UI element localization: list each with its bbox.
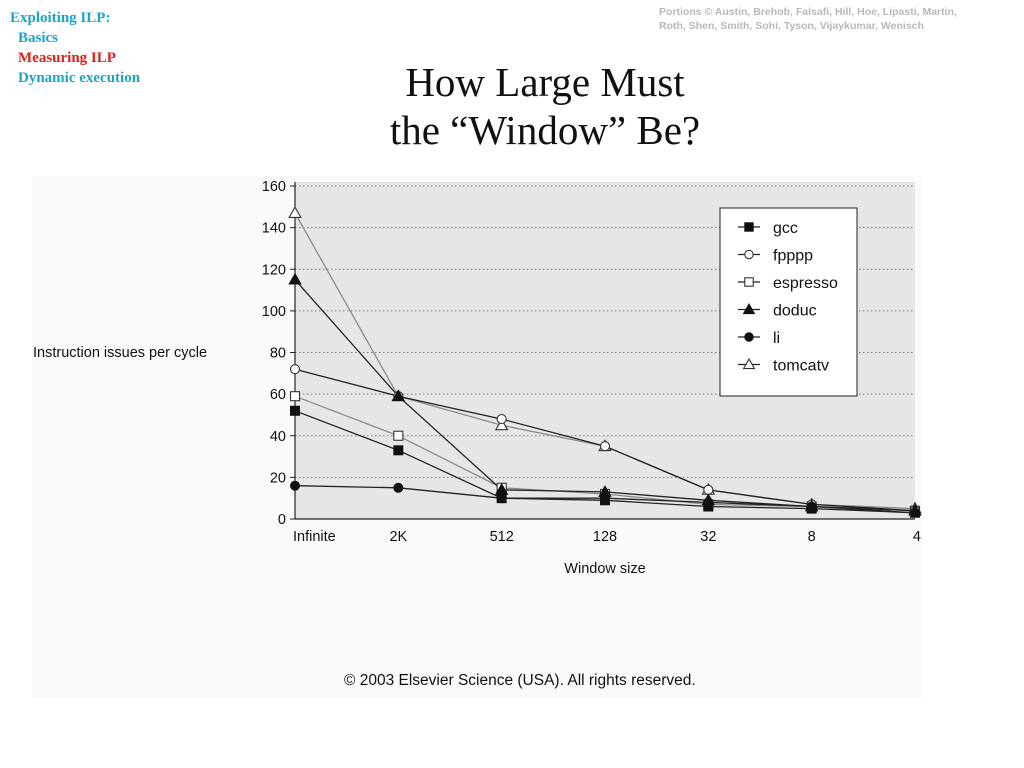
nav-item-basics: Basics [18,30,59,46]
y-tick-label: 20 [270,470,286,486]
slide-title-line-2: the “Window” Be? [389,107,701,153]
data-point-li [600,493,610,504]
data-point-gcc [393,445,404,456]
x-tick-label: 512 [490,529,514,545]
nav-item-exploiting-ilp: Exploiting ILP: [10,10,111,26]
y-tick-label: 120 [262,262,286,278]
legend-label-tomcatv: tomcatv [773,358,829,375]
legend-label-li: li [773,330,780,347]
legend-marker-tomcatv [742,357,756,370]
figure-panel: 0 20 40 60 80 100 120 140 160 Infinite 2K 512 128 32 8… [32,176,922,698]
y-axis-label: Instruction issues per cycle [33,345,207,361]
x-tick-label: 128 [593,529,617,545]
nav-item-measuring-ilp: Measuring ILP [18,50,116,66]
legend-label-espresso: espresso [773,275,838,292]
y-tick-label: 100 [262,304,286,320]
data-point-fpppp [496,414,507,425]
y-tick-label: 40 [270,429,286,445]
figure-copyright: © 2003 Elsevier Science (USA). All right… [344,672,696,689]
legend-marker-li [744,332,754,342]
legend-label-doduc: doduc [773,303,817,320]
x-tick-label: 8 [808,529,816,545]
slide-title-line-1: How Large Must [405,59,685,105]
window-size-chart: 0 20 40 60 80 100 120 140 160 Infinite 2K 512 128 32 8… [33,179,922,577]
y-tick-label: 80 [270,346,286,362]
x-tick-label: 4 [913,529,921,545]
x-tick-label: 32 [700,529,716,545]
x-axis-label: Window size [564,561,645,577]
data-point-tomcatv [494,418,509,431]
y-tick-label: 140 [262,221,286,237]
legend-label-fpppp: fpppp [773,248,813,265]
legend-label-gcc: gcc [773,220,798,237]
slide-nav: Exploiting ILP: Basics Measuring ILP Dyn… [10,8,140,88]
data-point-doduc [391,389,406,402]
data-point-espresso [289,391,301,402]
credit-line-2: Roth, Shen, Smith, Sohi, Tyson, Vijaykum… [659,20,924,32]
legend-marker-gcc [744,222,754,232]
credit-notice: Portions © Austin, Brehob, Falsafi, Hill… [659,5,1019,33]
data-point-doduc [288,272,302,285]
data-point-li [703,497,714,508]
nav-item-dynamic-execution: Dynamic execution [18,70,141,86]
data-point-li [806,501,817,512]
y-tick-label: 60 [270,387,286,403]
data-point-li [290,480,300,491]
x-tick-label: Infinite [293,529,336,545]
data-point-li [393,482,404,493]
x-tick-label: 2K [389,529,407,545]
data-point-li [910,507,920,518]
data-point-fpppp [703,484,714,495]
y-tick-label: 160 [262,179,286,195]
data-point-li [496,493,507,504]
data-point-tomcatv [288,206,302,218]
y-tick-label: 0 [278,512,286,528]
credit-line-1: Portions © Austin, Brehob, Falsafi, Hill… [659,6,957,18]
data-point-fpppp [599,441,611,452]
legend-marker-fpppp [744,249,754,260]
legend-marker-doduc [742,303,756,315]
data-point-gcc [290,405,300,416]
data-point-fpppp [289,364,301,375]
data-point-espresso [393,430,404,441]
slide-title: How Large Must the “Window” Be? [300,58,790,154]
legend-marker-espresso [744,277,754,287]
